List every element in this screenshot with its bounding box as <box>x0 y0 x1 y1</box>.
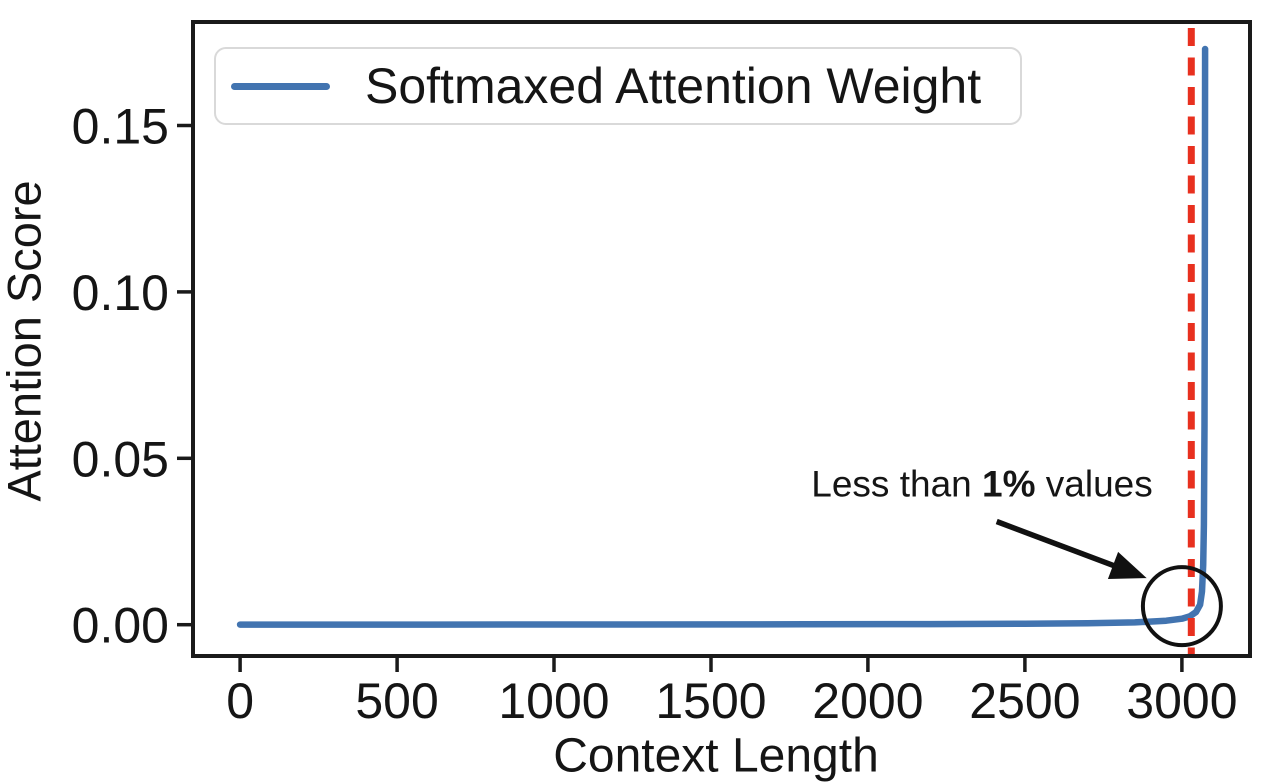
plot-border <box>191 20 1252 658</box>
y-tick-label: 0.00 <box>72 598 169 654</box>
x-axis-label: Context Length <box>553 729 879 783</box>
highlight-circle <box>1140 565 1223 648</box>
legend-label: Softmaxed Attention Weight <box>365 58 982 114</box>
legend-line-sample <box>231 82 330 90</box>
annotation-arrow-shaft <box>995 518 1130 574</box>
annotation-arrow-head <box>1107 551 1147 579</box>
y-axis-label: Attention Score <box>0 180 51 502</box>
x-tick-label: 2000 <box>812 673 923 729</box>
annotation-text-suffix: values <box>1035 463 1153 505</box>
x-tick-label: 1500 <box>655 673 766 729</box>
legend: Softmaxed Attention Weight <box>214 47 1022 125</box>
annotation-text-bold: 1% <box>982 463 1036 505</box>
y-tick-label: 0.10 <box>72 265 169 321</box>
annotation-text: Less than 1% values <box>811 466 1152 503</box>
annotation-text-prefix: Less than <box>811 463 983 505</box>
x-tick-label: 3000 <box>1126 673 1237 729</box>
x-tick-label: 0 <box>226 673 254 729</box>
y-tick-label: 0.05 <box>72 431 169 487</box>
x-tick-label: 2500 <box>969 673 1080 729</box>
y-tick-label: 0.15 <box>72 99 169 155</box>
x-tick-label: 500 <box>355 673 438 729</box>
attention-series-line <box>236 45 1209 628</box>
x-tick-label: 1000 <box>498 673 609 729</box>
